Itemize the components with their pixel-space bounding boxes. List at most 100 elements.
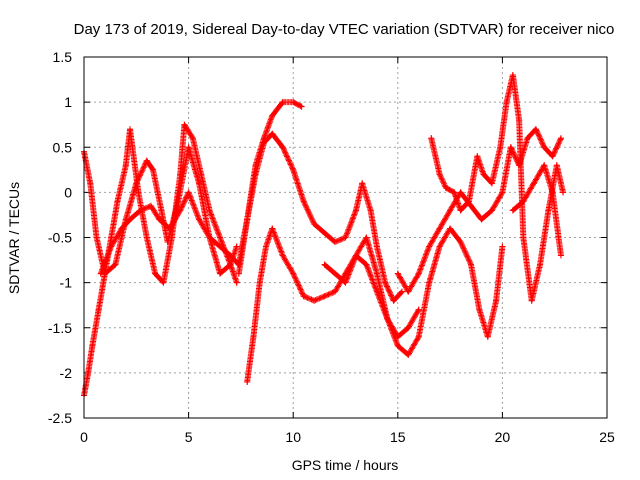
data-point (150, 166, 157, 173)
data-point (549, 153, 556, 160)
plot-area (81, 72, 567, 399)
data-point (256, 279, 263, 286)
data-point (321, 293, 328, 300)
data-point (352, 252, 359, 259)
x-tick-label: 0 (80, 429, 88, 445)
data-point (557, 252, 564, 259)
data-point (503, 99, 510, 106)
data-point (95, 306, 102, 313)
data-point (398, 288, 405, 295)
data-point (560, 189, 567, 196)
data-point (480, 171, 487, 178)
data-point (363, 261, 370, 268)
data-point (147, 202, 154, 209)
data-point (426, 243, 433, 250)
data-point (507, 144, 514, 151)
data-point (520, 234, 527, 241)
data-point (465, 198, 472, 205)
data-point (516, 117, 523, 124)
y-tick-label: 1.5 (53, 49, 73, 65)
data-point (530, 180, 537, 187)
data-point (250, 333, 257, 340)
data-point (359, 180, 366, 187)
data-series-track-10 (509, 162, 564, 259)
data-point (112, 261, 119, 268)
data-point (177, 207, 184, 214)
data-point (263, 243, 270, 250)
data-point (196, 216, 203, 223)
data-point (235, 270, 242, 277)
data-point (457, 207, 464, 214)
data-point (160, 279, 167, 286)
data-point (332, 239, 339, 246)
data-point (541, 162, 548, 169)
data-point (300, 198, 307, 205)
data-point (415, 270, 422, 277)
data-point (127, 216, 134, 223)
data-point (108, 243, 115, 250)
data-point (509, 207, 516, 214)
data-point (279, 252, 286, 259)
data-point (89, 342, 96, 349)
data-point (373, 270, 380, 277)
data-point (474, 153, 481, 160)
data-point (405, 288, 412, 295)
data-point (185, 189, 192, 196)
data-point (532, 126, 539, 133)
data-point (269, 112, 276, 119)
data-point (152, 270, 159, 277)
y-axis-label: SDTVAR / TECUs (6, 182, 22, 294)
data-point (426, 279, 433, 286)
data-point (87, 180, 94, 187)
data-point (143, 157, 150, 164)
data-point (488, 180, 495, 187)
data-point (198, 171, 205, 178)
data-point (442, 184, 449, 191)
y-tick-label: 0 (64, 184, 72, 200)
data-point (290, 99, 297, 106)
data-point (332, 288, 339, 295)
data-point (290, 270, 297, 277)
data-series-track-3 (97, 189, 242, 277)
data-point (520, 198, 527, 205)
data-point (415, 306, 422, 313)
data-point (457, 239, 464, 246)
data-point (342, 234, 349, 241)
data-point (279, 99, 286, 106)
y-tick-label: -2.5 (48, 410, 72, 426)
data-point (216, 270, 223, 277)
data-point (85, 369, 92, 376)
data-point (373, 288, 380, 295)
data-point (367, 207, 374, 214)
data-point (382, 279, 389, 286)
data-point (269, 130, 276, 137)
data-point (269, 225, 276, 232)
data-point (352, 207, 359, 214)
data-point (97, 270, 104, 277)
data-point (233, 279, 240, 286)
data-point (541, 144, 548, 151)
data-point (488, 207, 495, 214)
data-point (227, 261, 234, 268)
data-point (122, 162, 129, 169)
y-tick-label: -2 (60, 365, 73, 381)
data-point (405, 324, 412, 331)
data-point (373, 243, 380, 250)
data-point (497, 144, 504, 151)
data-point (143, 234, 150, 241)
data-point (244, 216, 251, 223)
data-point (447, 207, 454, 214)
data-point (260, 139, 267, 146)
data-series-track-6 (244, 225, 422, 385)
plot-frame (83, 56, 608, 419)
data-point (332, 270, 339, 277)
data-series-track-9 (428, 72, 567, 304)
data-point (428, 135, 435, 142)
data-point (553, 162, 560, 169)
x-axis-ticks: 0 5 10 15 20 25 (80, 57, 615, 445)
data-point (557, 135, 564, 142)
data-point (244, 378, 251, 385)
data-point (545, 207, 552, 214)
data-point (137, 207, 144, 214)
